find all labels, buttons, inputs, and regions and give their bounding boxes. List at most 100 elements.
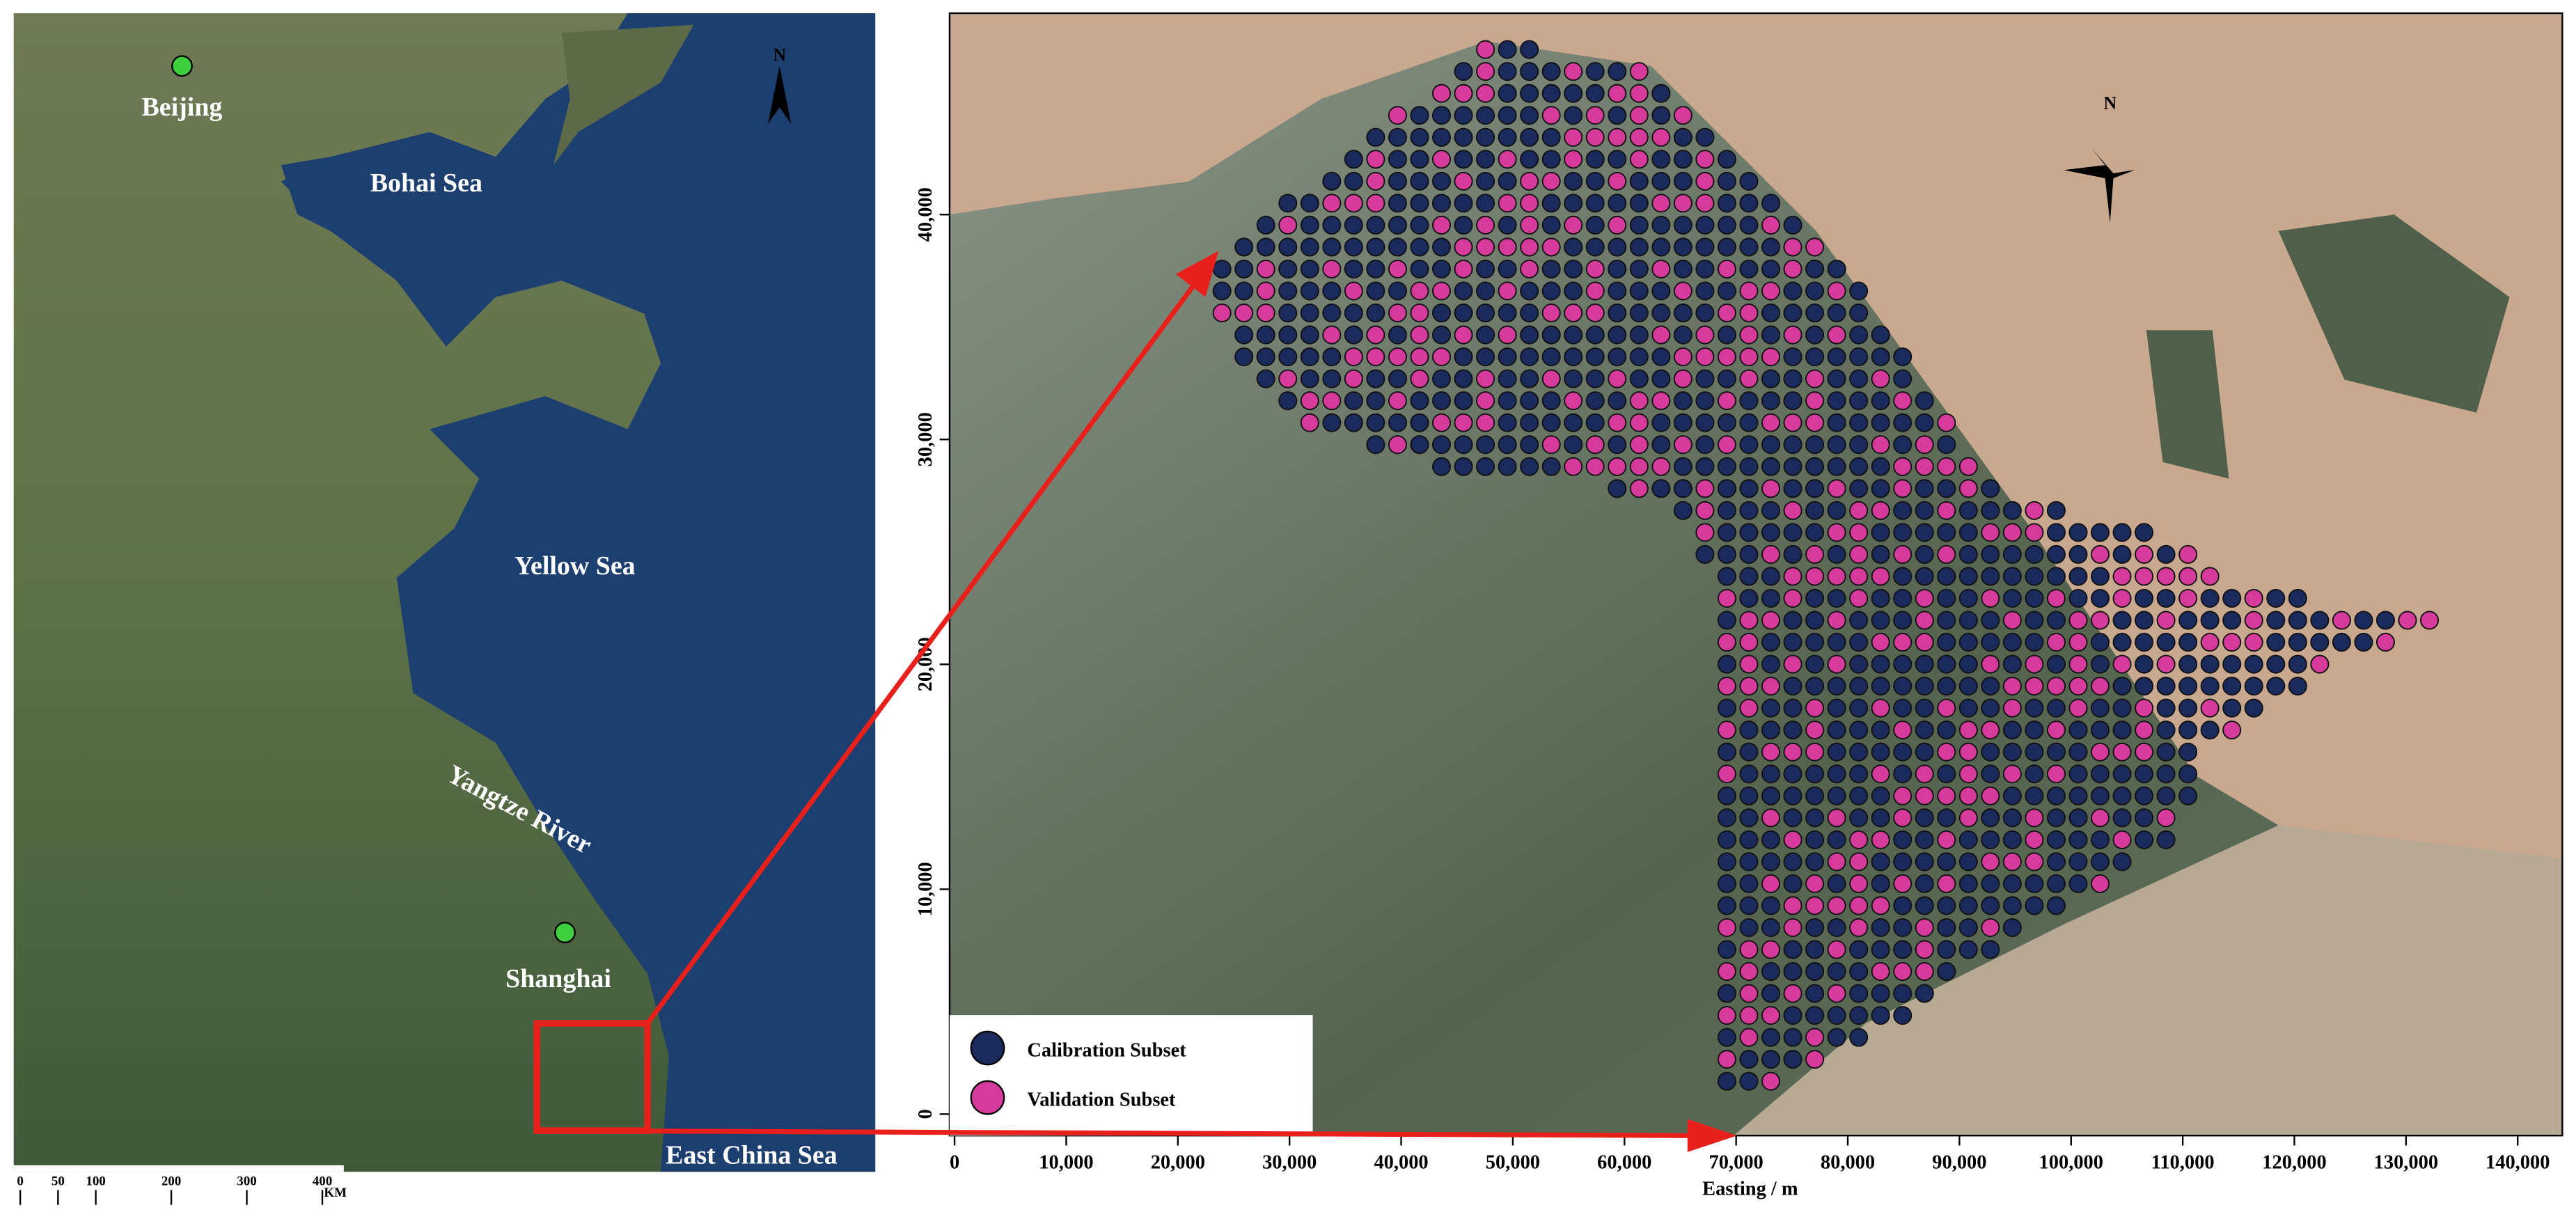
- sample-point: [1871, 918, 1890, 937]
- sample-point: [1256, 215, 1275, 235]
- sample-point: [1498, 237, 1517, 257]
- sample-point: [1629, 62, 1649, 81]
- sample-point: [1871, 391, 1890, 411]
- sample-point: [1717, 918, 1736, 937]
- sample-point: [2091, 677, 2110, 696]
- sample-point: [1981, 677, 2000, 696]
- sample-point: [1783, 215, 1803, 235]
- sample-point: [1849, 852, 1869, 872]
- sample-point: [1431, 237, 1452, 257]
- sample-point: [1739, 501, 1759, 520]
- sample-point: [1344, 347, 1363, 367]
- sample-point: [1629, 413, 1649, 432]
- sample-point: [1937, 896, 1956, 915]
- sample-point: [1827, 633, 1846, 652]
- sample-point: [1783, 918, 1803, 937]
- sample-point: [2091, 611, 2110, 630]
- island: [2146, 330, 2229, 479]
- sample-point: [2222, 677, 2242, 696]
- sample-point: [1717, 984, 1736, 1003]
- sample-point: [1893, 654, 1913, 674]
- sample-point: [1695, 435, 1715, 455]
- sample-point: [1893, 1006, 1913, 1025]
- sample-point: [1585, 325, 1605, 345]
- sea-label: East China Sea: [666, 1141, 838, 1170]
- sample-point: [1344, 413, 1363, 432]
- sample-point: [2025, 808, 2044, 828]
- sample-point: [1981, 698, 2000, 718]
- sample-point: [1849, 369, 1869, 388]
- sample-point: [2046, 611, 2066, 630]
- sample-point: [1608, 106, 1627, 125]
- sample-point: [1958, 457, 1978, 476]
- sample-point: [1783, 325, 1803, 345]
- sample-point: [1410, 435, 1429, 455]
- scale-label: 200: [162, 1174, 181, 1188]
- sample-point: [1893, 962, 1913, 982]
- sample-point: [1300, 304, 1319, 323]
- sample-point: [1871, 962, 1890, 982]
- sample-point: [1322, 413, 1342, 432]
- sample-point: [1498, 62, 1517, 81]
- sample-point: [1981, 918, 2000, 937]
- sample-point: [1651, 369, 1671, 388]
- sample-point: [2002, 654, 2022, 674]
- sample-point: [2025, 742, 2044, 762]
- sample-point: [1366, 391, 1385, 411]
- sample-point: [1849, 918, 1869, 937]
- sample-point: [1454, 435, 1473, 455]
- sample-point: [1278, 194, 1298, 213]
- sample-point: [1937, 808, 1956, 828]
- scale-label: 0: [17, 1174, 23, 1188]
- sample-point: [1915, 457, 1934, 476]
- sample-point: [1695, 127, 1715, 147]
- sample-point: [1827, 654, 1846, 674]
- sample-point: [1739, 786, 1759, 805]
- sample-point: [1256, 369, 1275, 388]
- sample-point: [1805, 896, 1825, 915]
- sample-point: [2068, 874, 2088, 893]
- sample-point: [1871, 501, 1890, 520]
- sample-point: [2046, 588, 2066, 608]
- sample-point: [1937, 413, 1956, 432]
- sample-point: [1761, 830, 1781, 849]
- sample-point: [1761, 677, 1781, 696]
- sample-point: [1805, 633, 1825, 652]
- sample-point: [1827, 896, 1846, 915]
- legend-label: Validation Subset: [1027, 1089, 1176, 1111]
- sample-point: [1958, 544, 1978, 564]
- sample-point: [1761, 588, 1781, 608]
- sample-point: [1651, 281, 1671, 301]
- sample-point: [1849, 1006, 1869, 1025]
- sample-point: [2135, 677, 2154, 696]
- sample-point: [1761, 304, 1781, 323]
- sample-point: [2046, 544, 2066, 564]
- sample-point: [2025, 721, 2044, 740]
- sample-point: [2156, 633, 2176, 652]
- sample-point: [2025, 874, 2044, 893]
- sample-point: [1454, 369, 1473, 388]
- sample-point: [1608, 435, 1627, 455]
- sample-point: [1739, 194, 1759, 213]
- sample-point: [1937, 786, 1956, 805]
- sample-point: [1849, 588, 1869, 608]
- sample-point: [1673, 347, 1693, 367]
- sample-point: [1761, 1028, 1781, 1047]
- sample-point: [1454, 215, 1473, 235]
- sample-point: [1344, 325, 1363, 345]
- sample-point: [2398, 611, 2417, 630]
- sample-point: [1981, 501, 2000, 520]
- sample-point: [1695, 325, 1715, 345]
- sample-point: [1893, 567, 1913, 586]
- sample-point: [1783, 457, 1803, 476]
- sample-point: [1300, 281, 1319, 301]
- scale-bg: [13, 1165, 344, 1172]
- sample-point: [1849, 413, 1869, 432]
- sample-point: [1717, 764, 1736, 784]
- sample-point: [2178, 764, 2198, 784]
- sample-point: [1937, 435, 1956, 455]
- sample-point: [2091, 721, 2110, 740]
- sample-point: [1761, 347, 1781, 367]
- sample-point: [1278, 369, 1298, 388]
